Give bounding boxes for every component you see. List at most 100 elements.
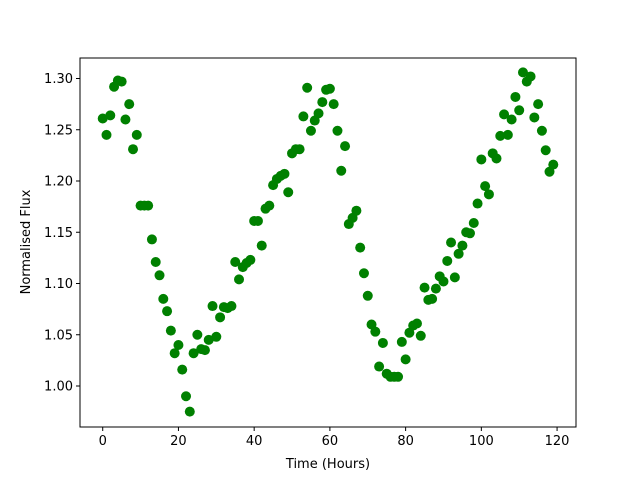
data-point [415,330,426,341]
data-point [328,99,339,110]
data-point [548,159,559,170]
data-point [226,301,237,312]
data-point [294,144,305,155]
data-point [184,406,195,417]
data-point [396,336,407,347]
data-point [305,125,316,136]
y-tick-label: 1.15 [44,226,73,241]
data-point [150,256,161,267]
data-point [370,326,381,337]
y-tick-label: 1.25 [44,123,73,138]
data-point [207,301,218,312]
data-point [298,111,309,122]
x-axis-label: Time (Hours) [285,457,370,472]
data-point [245,254,256,265]
plot-frame [79,57,577,428]
y-tick-label: 1.10 [44,277,73,292]
x-tick-label: 20 [170,434,187,449]
data-point [374,361,385,372]
x-axis: 0 20 40 60 80 100 120 [99,427,570,449]
data-point [540,145,551,156]
y-tick-label: 1.30 [44,72,73,87]
data-point [351,205,362,216]
x-tick-label: 0 [99,434,107,449]
data-point [419,282,430,293]
data-point [476,154,487,165]
data-point [480,181,491,192]
data-point [457,240,468,251]
data-point [279,168,290,179]
data-point [230,256,241,267]
data-point [97,113,108,124]
data-point [146,234,157,245]
x-tick-label: 100 [469,434,494,449]
data-point [472,198,483,209]
data-point [506,114,517,125]
data-point [332,125,343,136]
data-point [411,318,422,329]
data-point [203,334,214,345]
data-point [215,312,226,323]
data-point [400,354,411,365]
data-point [340,141,351,152]
data-point [358,268,369,279]
y-tick-label: 1.00 [44,380,73,395]
data-point [502,129,513,140]
data-point [491,153,502,164]
data-point [252,215,263,226]
data-point [154,270,165,281]
y-axis-label: Normalised Flux [19,189,34,294]
data-point [131,129,142,140]
data-point [453,248,464,259]
data-point [302,82,313,93]
data-point [199,345,210,356]
data-point [143,200,154,211]
data-point [362,290,373,301]
data-point [449,272,460,283]
data-point [162,306,173,317]
data-point [105,110,116,121]
data-point [536,125,547,136]
data-point [438,276,449,287]
data-point [173,340,184,350]
data-point [427,293,438,304]
y-tick-label: 1.05 [44,328,73,343]
data-point [499,109,510,120]
data-point [533,99,544,110]
data-points [97,67,559,417]
data-point [211,331,222,342]
data-point [181,391,192,402]
data-point [177,364,188,375]
y-axis: 1.00 1.05 1.10 1.15 1.20 1.25 1.30 [44,72,80,395]
data-point [377,337,388,348]
x-tick-label: 60 [322,434,339,449]
data-point [264,200,275,211]
data-point [188,348,199,359]
data-point [124,99,135,110]
data-point [324,83,335,94]
y-tick-label: 1.20 [44,175,73,190]
data-point [446,237,457,248]
data-point [317,97,328,108]
data-point [158,293,169,304]
data-point [128,144,139,155]
data-point [256,240,267,251]
data-point [483,189,494,200]
data-point [234,274,245,285]
data-point [510,91,521,102]
x-tick-label: 80 [397,434,414,449]
data-point [165,325,176,336]
data-point [495,130,506,141]
x-tick-label: 120 [545,434,570,449]
data-point [355,242,366,253]
data-point [313,108,324,119]
data-point [192,329,203,340]
data-point [120,114,131,125]
data-point [393,371,404,382]
data-point [283,187,294,198]
x-tick-label: 40 [246,434,263,449]
data-point [529,112,540,123]
data-point [525,71,536,82]
data-point [169,348,180,359]
